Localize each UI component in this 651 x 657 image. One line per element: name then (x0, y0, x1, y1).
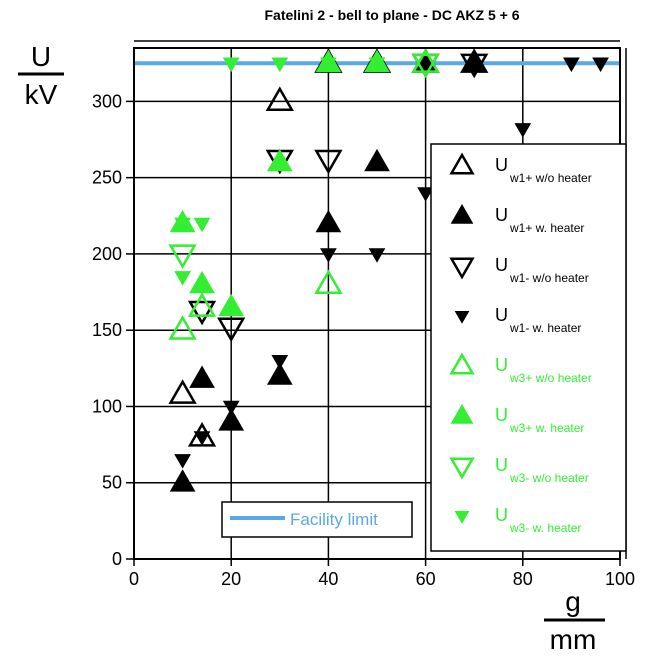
chart-title: Fatelini 2 - bell to plane - DC AKZ 5 + … (264, 7, 519, 23)
y-tick-label: 250 (92, 168, 122, 188)
legend-marker-4 (454, 310, 470, 324)
y-tick-label: 100 (92, 396, 122, 416)
y-tick-label: 50 (102, 473, 122, 493)
y-axis-ticks: 0 50 100 150 200 250 300 (92, 91, 134, 569)
legend-marker-8 (454, 510, 470, 524)
x-tick-label: 100 (605, 569, 635, 589)
data-point-series-8 (368, 57, 386, 73)
data-point-series-8 (174, 217, 191, 233)
data-point-series-4 (320, 248, 337, 263)
data-point-series-4 (193, 431, 211, 446)
data-point-series-3 (187, 300, 217, 326)
x-tick-label: 0 (129, 569, 139, 589)
legend-box (430, 143, 627, 552)
x-tick-label: 40 (318, 569, 338, 589)
data-point-series-5 (314, 269, 343, 295)
legend-label-main: U (495, 155, 508, 175)
data-point-series-3 (314, 149, 343, 175)
y-tick-label: 300 (92, 91, 122, 111)
legend-marker-6 (450, 404, 474, 424)
legend-label-main: U (495, 305, 508, 325)
x-axis-label-denominator: mm (550, 624, 597, 655)
legend-label-sub: w1+ w/o heater (509, 171, 592, 185)
data-point-series-3 (460, 53, 489, 79)
data-point-series-4 (174, 454, 191, 469)
legend-marker-7 (449, 457, 475, 480)
y-tick-label: 0 (112, 549, 122, 569)
x-tick-label: 80 (513, 569, 533, 589)
y-axis-label-numerator: U (31, 41, 51, 72)
legend-label-sub: w1- w. heater (509, 321, 581, 335)
facility-limit-legend-label: Facility limit (290, 510, 378, 529)
data-point-series-8 (174, 271, 191, 286)
data-point-series-4 (271, 354, 289, 370)
y-tick-label: 200 (92, 244, 122, 264)
data-point-series-2 (218, 408, 245, 431)
data-point-series-2 (169, 469, 196, 492)
legend-label-sub: w3+ w. heater (509, 421, 584, 435)
data-point-series-7 (168, 244, 197, 269)
data-point-series-4 (563, 57, 580, 73)
legend-marker-2 (450, 204, 474, 224)
legend-label-sub: w3- w/o heater (509, 471, 589, 485)
data-point-series-4 (514, 123, 532, 138)
data-point-series-2 (189, 365, 215, 388)
x-axis-ticks: 0 20 40 60 80 100 (129, 559, 635, 589)
data-point-series-4 (222, 400, 240, 416)
facility-limit-legend: Facility limit (221, 501, 413, 538)
data-point-series-7 (411, 53, 440, 79)
data-point-series-3 (217, 317, 246, 343)
data-point-series-4 (417, 187, 434, 202)
data-point-series-2 (364, 148, 390, 172)
x-tick-label: 60 (416, 569, 436, 589)
legend-label-main: U (495, 455, 508, 475)
legend-marker-1 (449, 152, 475, 175)
data-point-series-2 (266, 362, 293, 385)
data-point-series-6 (266, 148, 293, 172)
data-point-series-6 (189, 270, 215, 294)
legend-marker-5 (449, 352, 475, 375)
legend-label-sub: w3+ w/o heater (509, 371, 592, 385)
legend-label-sub: w1- w/o heater (509, 271, 589, 285)
legend-label-main: U (495, 505, 508, 525)
legend-label-sub: w1+ w. heater (509, 221, 584, 235)
data-point-series-4 (592, 57, 609, 73)
data-point-series-2 (315, 209, 342, 233)
x-axis-label-numerator: g (565, 586, 581, 617)
data-point-series-4 (368, 248, 386, 263)
data-point-series-8 (320, 57, 337, 73)
data-point-series-8 (222, 57, 240, 73)
legend-label-main: U (495, 405, 508, 425)
legend-label-main: U (495, 205, 508, 225)
data-point-series-8 (271, 57, 289, 73)
data-point-series-5 (168, 315, 197, 340)
legend-marker-3 (449, 257, 475, 280)
data-point-series-1 (168, 379, 197, 404)
y-axis-label-denominator: kV (25, 79, 58, 110)
legend-label-main: U (495, 255, 508, 275)
data-points (168, 48, 609, 492)
data-point-series-5 (187, 292, 217, 317)
data-point-series-1 (265, 86, 294, 111)
legend-label-main: U (495, 355, 508, 375)
legend-label-sub: w3- w. heater (509, 521, 581, 535)
y-tick-label: 150 (92, 320, 122, 340)
x-tick-label: 20 (221, 569, 241, 589)
data-point-series-5 (411, 48, 440, 73)
data-point-series-8 (193, 217, 211, 233)
data-point-series-6 (218, 293, 245, 317)
